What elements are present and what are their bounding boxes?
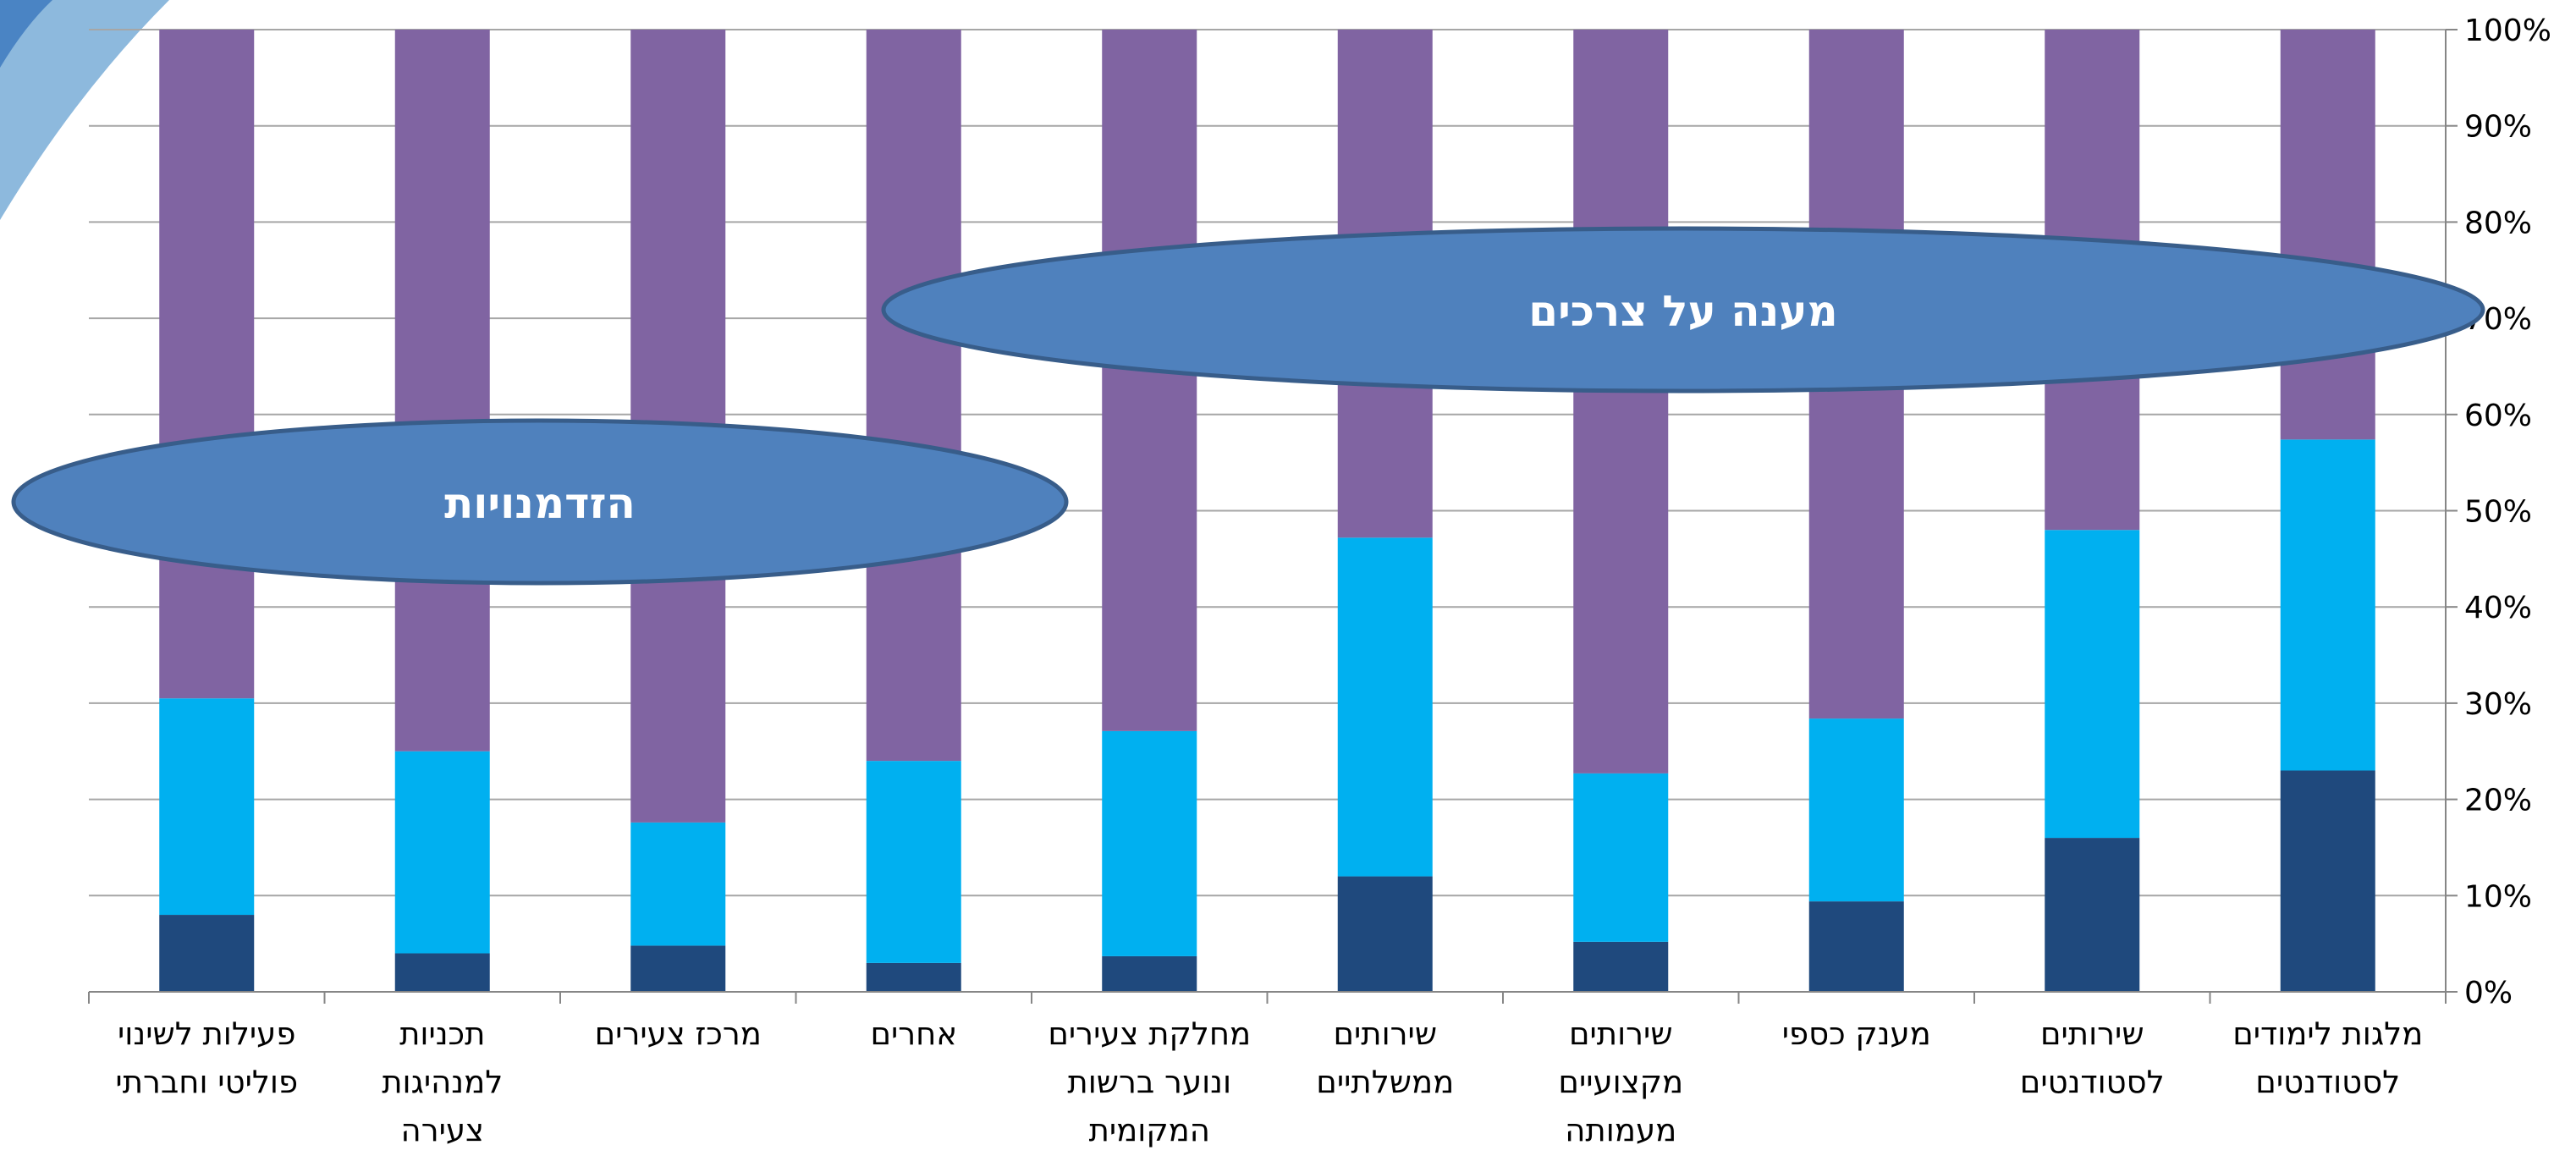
- bar-segment: [1808, 901, 1904, 992]
- bar-segment: [630, 822, 726, 946]
- category-label-line: מעמותה: [1565, 1112, 1676, 1148]
- category-label: מרכז צעירים: [595, 1016, 762, 1052]
- category-label-line: מחלקת צעירים: [1048, 1016, 1251, 1052]
- category-label: אחרים: [870, 1016, 957, 1052]
- bar-segment: [1573, 773, 1669, 942]
- bar-segment: [1573, 941, 1669, 992]
- category-label-line: פוליטי וחברתי: [115, 1064, 298, 1100]
- y-tick-labels: 0%10%20%30%40%50%60%70%80%90%100%: [2464, 14, 2551, 1010]
- category-label-line: צעירה: [401, 1112, 484, 1148]
- category-label-line: ממשלתיים: [1316, 1064, 1454, 1100]
- y-tick-label: 10%: [2464, 879, 2532, 914]
- y-tick-label: 20%: [2464, 784, 2532, 818]
- bar-segment: [866, 30, 961, 762]
- annotations: מענה על צרכים הזדמנויות: [11, 226, 2485, 586]
- category-label: מענק כספי: [1782, 1016, 1931, 1052]
- category-label-line: ונוער ברשות: [1067, 1064, 1231, 1100]
- category-label: מלגות לימודים לסטודנטים: [2232, 1016, 2423, 1100]
- category-label-line: מענק כספי: [1782, 1016, 1931, 1052]
- bar-segment: [1337, 876, 1433, 992]
- bar-segment: [2280, 439, 2375, 771]
- category-label-line: תכניות: [399, 1016, 485, 1052]
- y-tick-label: 80%: [2464, 206, 2532, 240]
- bar-segment: [394, 30, 490, 751]
- y-tick-label: 60%: [2464, 399, 2532, 433]
- category-label-line: לסטודנטים: [2020, 1064, 2165, 1100]
- category-label-line: אחרים: [870, 1016, 957, 1052]
- bar-segment: [1808, 718, 1904, 902]
- category-label-line: למנהיגות: [382, 1064, 503, 1100]
- bar-segment: [394, 751, 490, 954]
- bar-segment: [1573, 30, 1669, 773]
- category-label: שירותים מקצועיים מעמותה: [1558, 1016, 1683, 1148]
- category-labels: מלגות לימודים לסטודנטים שירותים לסטודנטים מע…: [115, 1016, 2423, 1148]
- corner-decoration: [0, 0, 169, 220]
- category-label: מחלקת צעירים ונוער ברשות המקומית: [1048, 1016, 1251, 1148]
- y-tick-label: 30%: [2464, 687, 2532, 722]
- y-tick-label: 0%: [2464, 976, 2513, 1010]
- bar-segment: [866, 761, 961, 963]
- y-tick-label: 40%: [2464, 591, 2532, 625]
- category-label-line: מקצועיים: [1558, 1064, 1683, 1100]
- category-label-line: שירותים: [1569, 1016, 1673, 1052]
- bar-segment: [159, 698, 255, 916]
- bar-segment: [159, 915, 255, 992]
- y-tick-label: 50%: [2464, 495, 2532, 530]
- axes: [88, 29, 2458, 1004]
- annotation-label: מענה על צרכים: [1528, 287, 1837, 336]
- bar-segment: [394, 953, 490, 992]
- bar-segment: [2045, 838, 2140, 992]
- category-label: שירותים לסטודנטים: [2020, 1016, 2165, 1100]
- bar-segment: [1102, 730, 1197, 956]
- category-label-line: פעילות לשינוי: [118, 1016, 295, 1052]
- bar-segment: [2280, 30, 2375, 440]
- bar-segment: [2280, 770, 2375, 992]
- category-label: תכניות למנהיגות צעירה: [382, 1016, 503, 1148]
- bar-segment: [1102, 30, 1197, 731]
- category-label-line: מלגות לימודים: [2232, 1016, 2423, 1052]
- category-label-line: שירותים: [1333, 1016, 1437, 1052]
- category-label-line: המקומית: [1089, 1112, 1210, 1148]
- category-label-line: מרכז צעירים: [595, 1016, 762, 1052]
- y-tick-label: 90%: [2464, 110, 2532, 145]
- annotation-label: הזדמנויות: [444, 479, 636, 528]
- corner-swoosh-light: [0, 0, 169, 220]
- category-label-line: שירותים: [2040, 1016, 2144, 1052]
- bar-segment: [2045, 530, 2140, 839]
- bar-segment: [866, 962, 961, 992]
- category-label: שירותים ממשלתיים: [1316, 1016, 1454, 1100]
- y-tick-label: 100%: [2464, 14, 2551, 48]
- bar-segment: [1337, 537, 1433, 877]
- bar-segment: [159, 30, 255, 699]
- annotation-ellipse: [11, 418, 1069, 586]
- bar-segment: [1102, 955, 1197, 992]
- category-label: פעילות לשינוי פוליטי וחברתי: [115, 1016, 298, 1100]
- annotation-ellipse: [881, 226, 2485, 394]
- corner-swoosh-dark: [0, 0, 52, 68]
- bar-segment: [630, 945, 726, 992]
- category-label-line: לסטודנטים: [2255, 1064, 2400, 1100]
